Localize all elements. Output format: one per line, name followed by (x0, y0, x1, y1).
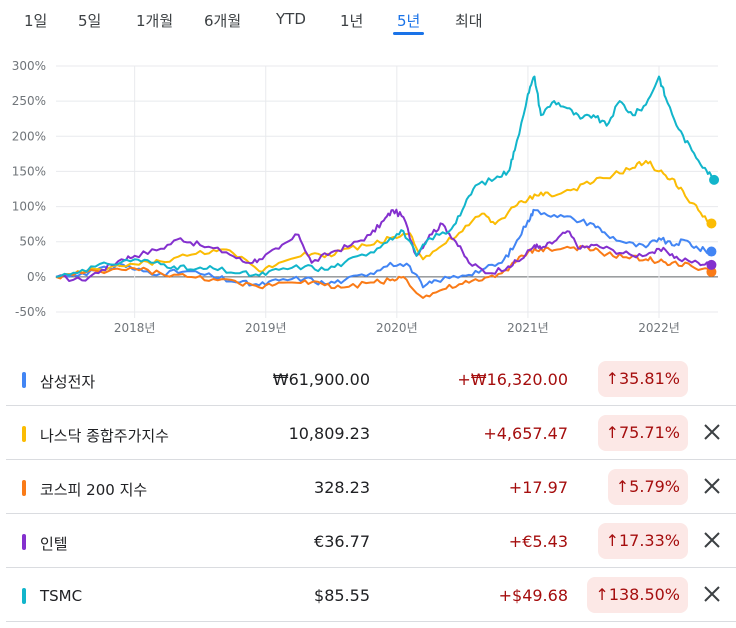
series-line (55, 159, 713, 280)
range-tabs: 1일 5일 1개월 6개월 YTD 1년 5년 최대 (0, 0, 736, 40)
tab-1d[interactable]: 1일 (24, 10, 47, 31)
security-name: 나스닥 종합주가지수 (40, 427, 169, 445)
tab-label: 1일 (24, 12, 48, 30)
tab-label: 6개월 (204, 12, 242, 30)
y-tick-label: -50% (15, 305, 46, 319)
x-tick-label: 2018년 (114, 321, 156, 335)
security-change: +€5.43 (508, 532, 568, 551)
y-tick-label: 50% (19, 235, 46, 249)
x-tick-label: 2022년 (638, 321, 680, 335)
series-color-swatch (22, 372, 26, 388)
percent-change-badge: ↑5.79% (607, 469, 688, 505)
series-color-swatch (22, 480, 26, 496)
x-tick-label: 2019년 (245, 321, 287, 335)
tab-label: 1년 (340, 12, 364, 30)
close-icon[interactable] (700, 420, 724, 444)
security-name: TSMC (40, 587, 83, 605)
tab-1y[interactable]: 1년 (340, 10, 363, 31)
y-tick-label: 150% (12, 164, 46, 178)
tab-5y[interactable]: 5년 (393, 10, 425, 35)
security-name: 인텔 (40, 535, 68, 553)
series-end-dot (706, 266, 717, 277)
percent-change-badge: ↑138.50% (587, 577, 688, 613)
series-end-dot (706, 259, 717, 270)
list-item-nasdaq[interactable]: 나스닥 종합주가지수 10,809.23 +4,657.47 ↑75.71% (6, 406, 736, 460)
close-icon[interactable] (700, 582, 724, 606)
list-item-kospi200[interactable]: 코스피 200 지수 328.23 +17.97 ↑5.79% (6, 460, 736, 514)
percent-change-badge: ↑75.71% (597, 415, 688, 451)
security-name: 삼성전자 (40, 373, 96, 391)
y-tick-label: 300% (12, 59, 46, 73)
security-price: $85.55 (314, 586, 370, 605)
series-line (55, 75, 715, 278)
security-price: €36.77 (314, 532, 370, 551)
series-end-dot (706, 218, 717, 229)
comparison-line-chart: -50% 0% 50% 100% 150% 200% 250% 300% 2018년 2019년 2… (12, 59, 720, 335)
security-price: 328.23 (314, 478, 370, 497)
percent-change-badge: ↑35.81% (597, 361, 688, 397)
series-color-swatch (22, 426, 26, 442)
tab-label: YTD (276, 10, 306, 28)
y-tick-label: 0% (27, 270, 46, 284)
security-name: 코스피 200 지수 (40, 481, 148, 499)
series-color-swatch (22, 534, 26, 550)
list-item-intel[interactable]: 인텔 €36.77 +€5.43 ↑17.33% (6, 514, 736, 568)
series-end-dot (706, 246, 717, 257)
close-icon[interactable] (700, 528, 724, 552)
active-tab-indicator (393, 32, 425, 35)
series-line (55, 208, 712, 282)
tab-1m[interactable]: 1개월 (136, 10, 173, 31)
close-icon[interactable] (700, 474, 724, 498)
security-price: ₩61,900.00 (272, 370, 370, 389)
security-price: 10,809.23 (288, 424, 370, 443)
y-tick-label: 100% (12, 200, 46, 214)
list-item-tsmc[interactable]: TSMC $85.55 +$49.68 ↑138.50% (6, 568, 736, 622)
series-line (55, 245, 713, 299)
tab-label: 5년 (397, 12, 421, 30)
tab-label: 최대 (455, 12, 483, 30)
y-tick-label: 200% (12, 129, 46, 143)
security-change: +$49.68 (498, 586, 568, 605)
security-change: +17.97 (508, 478, 568, 497)
percent-change-badge: ↑17.33% (597, 523, 688, 559)
list-item-samsung[interactable]: 삼성전자 ₩61,900.00 +₩16,320.00 ↑35.81% (6, 352, 736, 406)
y-tick-label: 250% (12, 94, 46, 108)
tab-ytd[interactable]: YTD (276, 10, 306, 28)
series-end-dot (709, 174, 720, 185)
security-change: +4,657.47 (483, 424, 568, 443)
x-tick-label: 2020년 (376, 321, 418, 335)
x-tick-label: 2021년 (507, 321, 549, 335)
tab-label: 1개월 (136, 12, 174, 30)
series-line (55, 208, 712, 289)
tab-max[interactable]: 최대 (455, 10, 483, 31)
series-color-swatch (22, 588, 26, 604)
tab-label: 5일 (78, 12, 102, 30)
tab-5d[interactable]: 5일 (78, 10, 101, 31)
tab-6m[interactable]: 6개월 (204, 10, 241, 31)
security-change: +₩16,320.00 (457, 370, 568, 389)
